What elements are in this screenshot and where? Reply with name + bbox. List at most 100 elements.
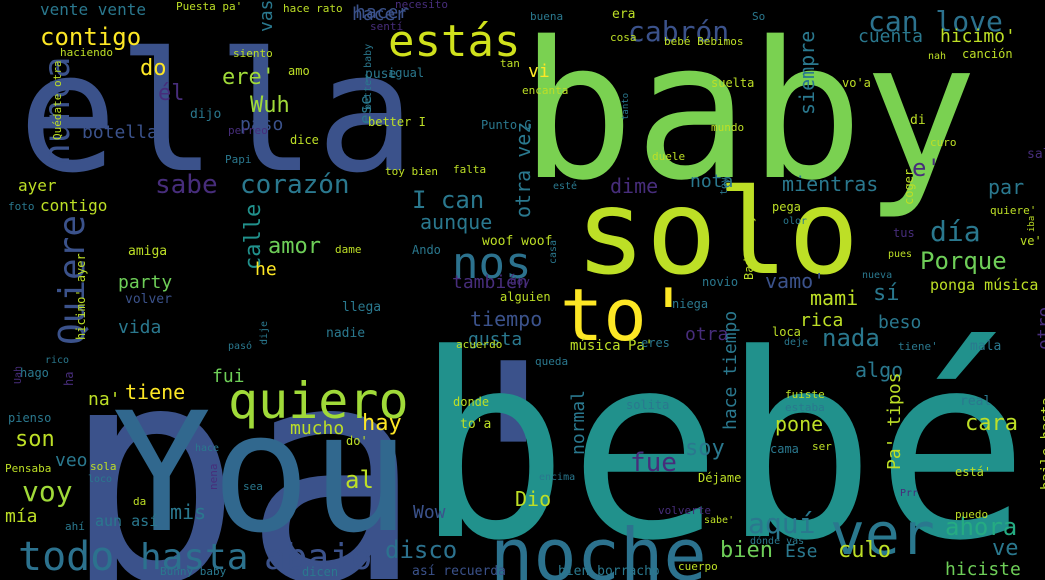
word-cloud-word: esté [553,181,578,193]
word-cloud-word: hay [362,410,402,436]
word-cloud-word: necesito [395,0,448,12]
word-cloud-word: cara [965,410,1018,436]
word-cloud-word: do' [346,433,368,448]
word-cloud-word: amor [268,233,321,259]
word-cloud-word: suelta [711,75,755,90]
word-cloud-word: hacer [355,1,410,23]
word-cloud-word: hicimo' [940,25,1016,47]
word-cloud-word: Uah [13,365,24,384]
word-cloud-word: otro [1034,306,1045,350]
word-cloud-word: doy [510,275,530,289]
word-cloud-word: ere' [222,64,275,90]
word-cloud-word: hiciste [945,558,1021,580]
word-cloud-word: tiene [125,380,186,405]
word-cloud-word: aun así [95,512,159,531]
word-cloud-word: voy [22,475,73,509]
word-cloud-word: fue [630,447,677,478]
word-cloud-word: noche [490,512,707,580]
word-cloud-word: cama [770,441,799,456]
word-cloud-word: Déjame [698,470,742,485]
word-cloud-word: otra vez [511,121,535,218]
word-cloud-word: toy bien [385,165,438,179]
word-cloud-word: rica [800,309,844,331]
word-cloud-word: solita [626,397,670,412]
word-cloud-word: ayer [18,175,57,195]
word-cloud-word: Wow [413,501,446,523]
word-cloud-word: Bunny baby [160,565,227,579]
word-cloud-word: deje [784,337,809,349]
word-cloud-word: ella [18,17,416,210]
word-cloud-word: toy [719,176,730,195]
word-cloud-word: You [112,377,411,570]
word-cloud-word: bebé [415,300,1030,580]
word-cloud-word: beso [878,311,922,333]
word-cloud-word: vas [256,0,277,32]
word-cloud-word: foto [8,200,35,214]
word-cloud-word: better baby [363,43,374,110]
word-cloud-word: paso [240,113,284,135]
word-cloud-word: Papi [225,153,252,167]
word-cloud-word: I can [412,186,485,215]
word-cloud-word: sí [873,280,900,306]
word-cloud-word: dijo [190,106,222,122]
word-cloud-word: Pa' tipos [884,372,905,470]
word-cloud-word: di [910,112,926,128]
word-cloud-word: otra [685,323,729,345]
word-cloud-word: culo [838,537,891,563]
word-cloud-word: niega [672,296,709,311]
word-cloud-word: perreo [228,124,268,138]
word-cloud-word: botella [82,121,158,143]
word-cloud-word: amiga [128,243,168,259]
word-cloud-word: rico [45,355,70,367]
word-cloud-word: donde [453,394,490,409]
word-cloud-word: Wuh [250,92,290,118]
word-cloud-word: better I [368,114,426,129]
word-cloud-word: real [960,393,992,409]
word-cloud-word: también [452,271,528,293]
word-cloud-word: sabe [155,169,218,200]
word-cloud-word: he [255,258,277,280]
word-cloud-word: pues [888,249,913,261]
word-cloud-word: soy [685,435,725,461]
word-cloud-word: sola [90,460,117,474]
word-cloud-word: alguien [500,289,551,304]
word-cloud-word: Punto G [481,117,532,132]
word-cloud-word: mami [810,286,859,311]
word-cloud-word: Ese [785,540,818,562]
word-cloud-word: hago [20,365,49,380]
word-cloud-word: to'a [460,416,492,432]
word-cloud-word: hasta [140,536,249,578]
word-cloud-word: can love [868,5,1003,39]
word-cloud-word: sale [1027,146,1045,162]
word-cloud-word: Dio [515,487,552,512]
word-cloud-word: ahora [945,513,1018,542]
word-cloud-word: haciendo [60,46,113,60]
word-cloud-word: baile hasta [1039,397,1045,490]
word-cloud-word: gusta [468,328,523,350]
word-cloud-word: siempre [795,30,819,115]
word-cloud-word: cuenta [858,25,924,47]
word-cloud-word: todo [18,533,115,580]
word-cloud-word: pienso [8,410,52,425]
word-cloud-word: tiempo [470,307,543,332]
word-cloud-word: sabe' [704,515,735,527]
word-cloud-word: sea [243,480,263,494]
word-cloud-word: dije [259,320,270,345]
word-cloud-word: encima [539,472,576,484]
word-cloud-word: al [345,466,374,495]
word-cloud-word: Pensaba [5,462,52,476]
word-cloud-word: hace rato [283,2,343,16]
word-cloud-word: pasó [228,341,253,353]
word-cloud-word: Ando [412,242,441,257]
word-cloud-word: olor [783,216,808,228]
word-cloud-word: así recuerda [412,563,506,579]
word-cloud-word: dice [290,132,319,147]
word-cloud-word: dame [335,243,362,257]
word-cloud-word: queda [535,355,569,369]
word-cloud-word: él [158,80,185,106]
word-cloud-word: eres [641,335,670,350]
word-cloud-word: dónde vas [750,536,805,548]
word-cloud-word: igual [388,65,425,80]
word-cloud-word: Puesta pa' [176,0,243,14]
